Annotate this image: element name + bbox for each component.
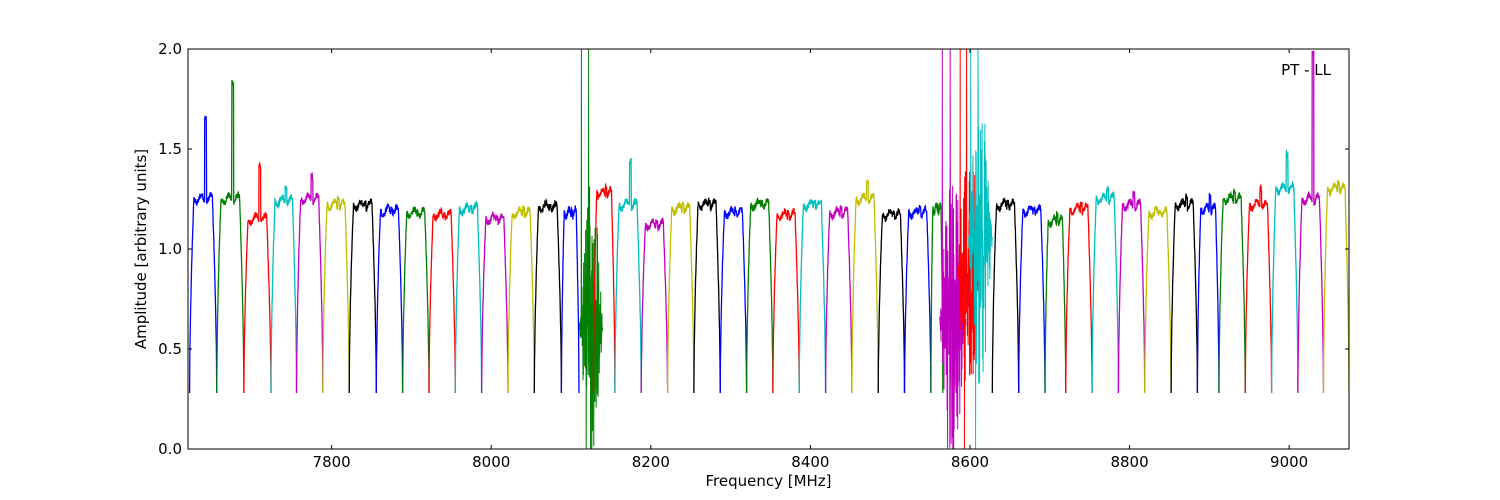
- series-layer: [188, 49, 1349, 449]
- series-line-25: [824, 205, 853, 394]
- series-line-10: [454, 199, 483, 394]
- x-tick-label: 8200: [632, 453, 670, 471]
- series-line-17: [614, 157, 642, 394]
- series-line-36: [1065, 201, 1093, 394]
- chart-annotation: PT - LL: [1281, 61, 1332, 79]
- series-line-4: [295, 171, 324, 394]
- series-line-46: [1322, 179, 1349, 394]
- series-line-19: [666, 201, 695, 394]
- series-line-12: [507, 205, 535, 394]
- series-line-45: [1297, 50, 1325, 394]
- x-axis-title: Frequency [MHz]: [705, 472, 831, 490]
- y-tick-label: 1.0: [158, 240, 182, 258]
- series-line-22: [745, 196, 774, 394]
- series-line-6: [348, 198, 377, 394]
- series-line-11: [480, 210, 509, 394]
- y-axis-title: Amplitude [arbitrary units]: [132, 149, 150, 349]
- y-tick-label: 0.5: [158, 340, 182, 358]
- series-line-8: [401, 206, 430, 394]
- series-line-43: [1244, 183, 1273, 394]
- series-line-0: [188, 115, 218, 394]
- x-tick-label: 9000: [1270, 453, 1308, 471]
- series-line-41: [1196, 193, 1220, 394]
- x-tick-label: 8400: [791, 453, 829, 471]
- series-line-1: [216, 79, 245, 394]
- series-line-44: [1270, 148, 1299, 394]
- series-line-18: [640, 217, 669, 394]
- series-line-16: [592, 183, 616, 394]
- y-axis-ticks: 0.0 0.5 1.0 1.5 2.0: [158, 40, 1349, 458]
- series-line-33: [991, 197, 1020, 394]
- series-line-24: [798, 199, 827, 394]
- series-line-34: [1018, 204, 1046, 394]
- series-line-35: [1044, 211, 1067, 394]
- x-tick-label: 8800: [1110, 453, 1148, 471]
- series-line-9: [428, 206, 456, 394]
- series-line-37: [1091, 185, 1120, 394]
- series-line-42: [1218, 188, 1246, 394]
- y-tick-label: 0.0: [158, 440, 182, 458]
- x-axis-ticks: 7800 8000 8200 8400 8600 8800 9000: [313, 49, 1308, 471]
- series-line-13: [533, 197, 563, 394]
- series-line-29: [930, 201, 944, 394]
- series-line-27: [877, 208, 906, 394]
- plot-frame: [187, 48, 1350, 450]
- series-line-14: [560, 204, 580, 394]
- x-tick-label: 8000: [472, 453, 510, 471]
- series-line-30: [939, 49, 967, 449]
- x-tick-label: 8600: [951, 453, 989, 471]
- series-line-32: [968, 49, 993, 449]
- series-line-26: [851, 178, 879, 394]
- y-tick-label: 1.5: [158, 140, 182, 158]
- series-line-5: [322, 195, 350, 394]
- y-tick-label: 2.0: [158, 40, 182, 58]
- series-line-23: [772, 208, 800, 394]
- series-line-3: [270, 185, 298, 394]
- series-line-40: [1170, 193, 1199, 394]
- series-line-38: [1117, 190, 1146, 394]
- series-line-28: [903, 204, 932, 394]
- x-tick-label: 7800: [313, 453, 351, 471]
- series-line-2: [243, 162, 272, 394]
- series-line-15: [578, 49, 604, 449]
- series-line-7: [375, 203, 404, 394]
- series-line-39: [1144, 205, 1172, 394]
- series-line-20: [693, 197, 721, 394]
- series-line-21: [719, 205, 748, 394]
